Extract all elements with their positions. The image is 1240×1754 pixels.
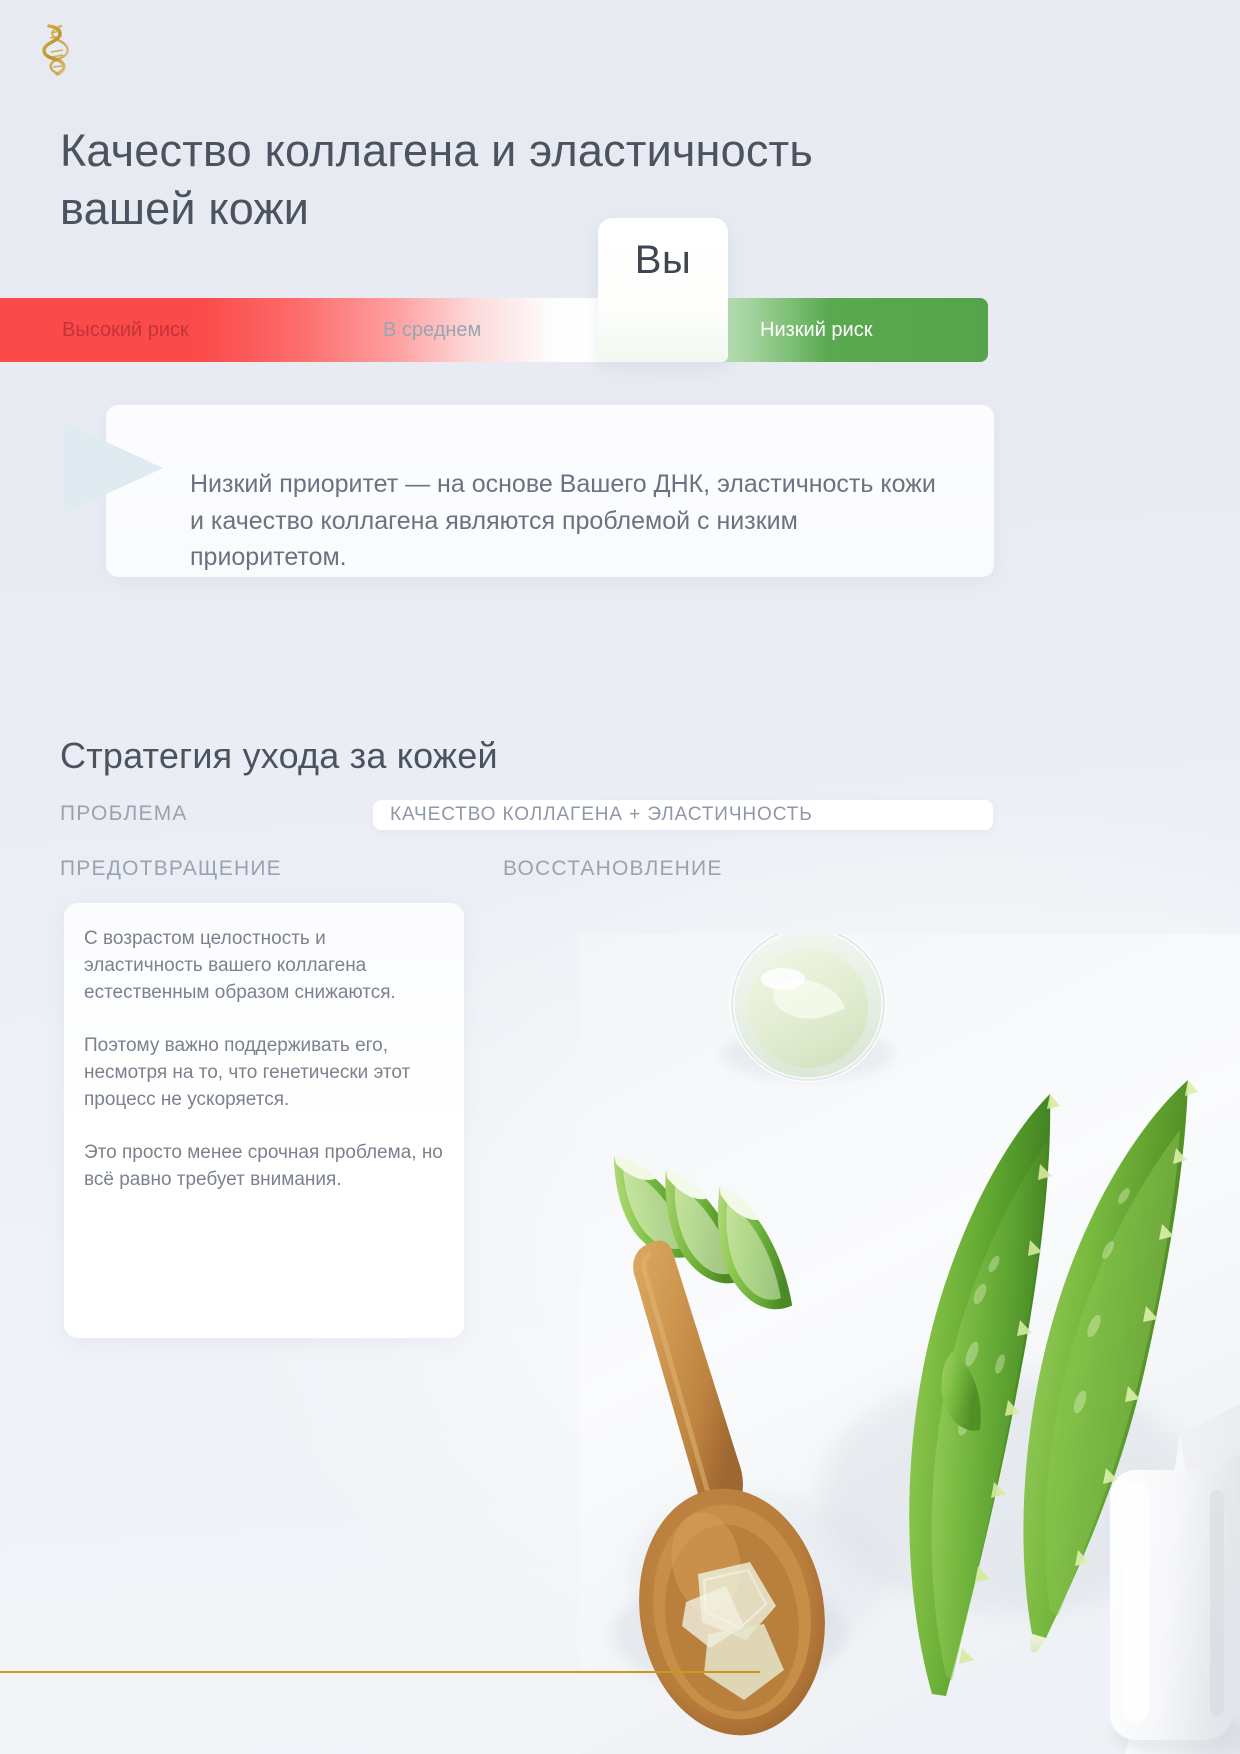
page-title: Качество коллагена и эластичность вашей … (60, 125, 813, 235)
footer-rule (0, 1671, 760, 1673)
you-marker: Вы (598, 218, 728, 362)
priority-callout (106, 405, 994, 577)
aloe-vera-photo (580, 934, 1240, 1754)
risk-label-high: Высокий риск (62, 319, 189, 341)
prevention-card (64, 903, 464, 1338)
problem-value-pill: КАЧЕСТВО КОЛЛАГЕНА + ЭЛАСТИЧНОСТЬ (373, 800, 993, 830)
prevention-paragraph-3: Это просто менее срочная проблема, но вс… (84, 1141, 443, 1190)
strategy-section-title: Стратегия ухода за кожей (60, 734, 498, 776)
restoration-label: ВОССТАНОВЛЕНИЕ (503, 857, 723, 880)
problem-value-text: КАЧЕСТВО КОЛЛАГЕНА + ЭЛАСТИЧНОСТЬ (390, 804, 813, 825)
prevention-card-body: С возрастом целостность и эластичность в… (84, 926, 444, 1194)
dna-helix-icon (40, 22, 74, 78)
prevention-paragraph-1: С возрастом целостность и эластичность в… (84, 928, 396, 1003)
risk-label-low: Низкий риск (760, 319, 873, 341)
prevention-label: ПРЕДОТВРАЩЕНИЕ (60, 857, 282, 880)
problem-label: ПРОБЛЕМА (60, 802, 188, 825)
priority-callout-text: Низкий приоритет — на основе Вашего ДНК,… (190, 470, 936, 571)
you-marker-label: Вы (634, 238, 692, 282)
prevention-paragraph-2: Поэтому важно поддерживать его, несмотря… (84, 1034, 411, 1110)
triangle-right-icon (63, 422, 163, 514)
risk-label-mid: В среднем (383, 319, 482, 341)
risk-gradient-bar: Высокий риск В среднем Низкий риск (0, 298, 988, 362)
risk-scale: Высокий риск В среднем Низкий риск Вы (0, 218, 1240, 362)
